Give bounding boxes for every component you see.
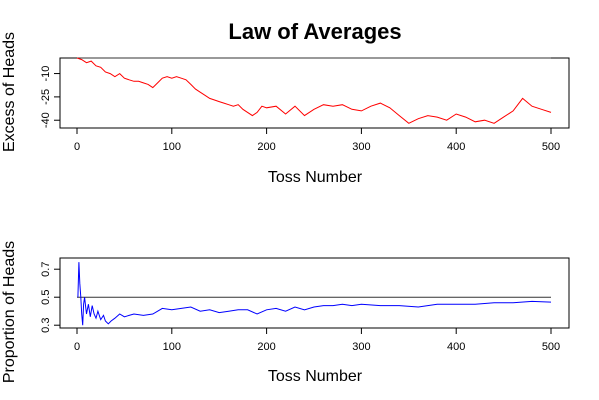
y-tick-label: 0.5 bbox=[40, 290, 52, 305]
x-tick-label: 0 bbox=[74, 141, 80, 153]
x-tick-label: 400 bbox=[447, 341, 465, 353]
y-tick-label: -25 bbox=[40, 89, 52, 105]
series-line bbox=[77, 262, 552, 326]
x-axis-title: Toss Number bbox=[268, 368, 363, 385]
plot-frame bbox=[59, 57, 570, 129]
excess-of-heads-panel: Toss Number Excess of Heads 0 100 200 300 40… bbox=[1, 32, 570, 186]
x-tick-label: 300 bbox=[352, 341, 370, 353]
x-tick-label: 300 bbox=[352, 141, 370, 153]
x-tick-label: 200 bbox=[257, 341, 275, 353]
x-tick-label: 0 bbox=[74, 341, 80, 353]
axis-ticks: 0 100 200 300 400 500 -10 -25 -40 bbox=[40, 66, 560, 153]
proportion-of-heads-panel: Toss Number Proportion of Heads 0 100 200 3… bbox=[1, 241, 570, 385]
x-tick-label: 200 bbox=[257, 141, 275, 153]
y-axis-title: Proportion of Heads bbox=[1, 241, 18, 383]
x-tick-label: 100 bbox=[163, 341, 181, 353]
x-tick-label: 400 bbox=[447, 141, 465, 153]
y-tick-label: 0.3 bbox=[40, 318, 52, 333]
y-axis-title: Excess of Heads bbox=[1, 32, 18, 152]
y-tick-label: -40 bbox=[40, 112, 52, 128]
y-tick-label: 0.7 bbox=[40, 262, 52, 277]
x-tick-label: 500 bbox=[542, 341, 560, 353]
plot-marks bbox=[76, 57, 552, 124]
plot-frame bbox=[59, 257, 570, 329]
series-line bbox=[76, 57, 552, 124]
x-axis-title: Toss Number bbox=[268, 169, 363, 186]
axis-ticks: 0 100 200 300 400 500 0.3 0.5 0.7 bbox=[40, 262, 560, 353]
x-tick-label: 100 bbox=[163, 141, 181, 153]
y-tick-label: -10 bbox=[40, 66, 52, 82]
plot-marks bbox=[77, 262, 552, 326]
x-tick-label: 500 bbox=[542, 141, 560, 153]
figure-title: Law of Averages bbox=[228, 19, 401, 44]
